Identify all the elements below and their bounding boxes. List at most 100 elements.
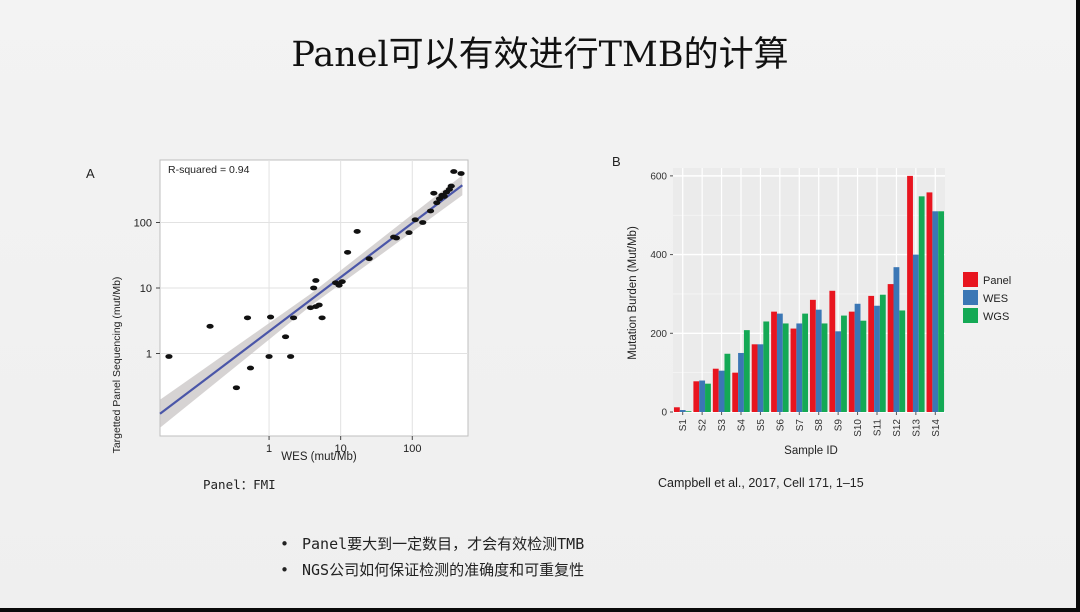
bar-panel-s2 [693, 381, 700, 412]
bar-x-tick-label: S5 [756, 419, 767, 432]
scatter-x-tick-label: 100 [403, 443, 421, 455]
bar-wgs-s6 [782, 323, 789, 412]
scatter-point [426, 208, 435, 214]
panel-label-b: B [612, 154, 621, 169]
scatter-point [344, 249, 352, 255]
bar-wgs-s9 [841, 315, 847, 412]
scatter-point [457, 171, 465, 176]
scatter-point [165, 354, 173, 359]
bar-panel-s11 [868, 295, 875, 412]
bar-wes-s2 [699, 380, 706, 412]
scatter-point [338, 279, 346, 285]
fit-line [159, 184, 463, 415]
scatter-point [405, 230, 413, 236]
legend-label-wes: WES [983, 293, 1008, 305]
bar-wgs-s11 [879, 294, 886, 412]
bar-wes-s9 [835, 331, 842, 412]
bar-x-tick-label: S1 [678, 419, 689, 432]
scatter-x-tick-label: 10 [335, 443, 347, 455]
bar-wgs-s2 [705, 383, 711, 412]
scatter-ylabel: Targetted Panel Sequencing (mut/Mb) [111, 277, 123, 454]
bar-x-tick-label: S10 [853, 419, 864, 437]
legend-swatch-wes [963, 290, 978, 305]
scatter-point [392, 235, 400, 241]
confidence-band [160, 175, 463, 428]
bar-panel-s8 [809, 299, 816, 412]
scatter-point [440, 194, 448, 199]
bar-wes-s14 [932, 211, 939, 412]
scatter-point [430, 190, 438, 196]
bar-panel-s14 [926, 192, 933, 412]
scatter-points [165, 169, 465, 391]
scatter-point [411, 217, 419, 223]
legend-label-wgs: WGS [983, 311, 1009, 323]
bar-x-tick-label: S9 [834, 419, 845, 432]
scatter-point [289, 315, 298, 321]
bar-wes-s11 [874, 305, 880, 412]
scatter-point [243, 315, 252, 321]
bar-x-tick-label: S6 [775, 419, 786, 432]
legend-swatch-wgs [963, 308, 978, 323]
bar-wes-s7 [796, 323, 803, 412]
bar-axes: 0 200 400 600 S1 S2 S3 S4 S5 S6 S7 S8 S9 S10 S11 S12 S13… [650, 171, 941, 436]
bar-panel-s7 [790, 328, 797, 412]
bar-y-tick-label: 400 [650, 250, 667, 261]
scatter-point [265, 354, 273, 359]
scatter-point [365, 256, 373, 262]
bar-y-tick-label: 0 [661, 408, 667, 419]
bar-panel-s9 [829, 290, 836, 412]
slide-title: Panel可以有效进行TMB的计算 [291, 35, 789, 75]
bar-wgs-s10 [860, 320, 867, 412]
bar-ylabel: Mutation Burden (Mut/Mb) [627, 226, 639, 360]
scatter-point [318, 315, 326, 321]
bar-x-tick-label: S4 [737, 419, 748, 432]
scatter-point [287, 354, 295, 359]
scatter-point [450, 169, 458, 174]
bar-x-tick-label: S12 [892, 419, 903, 437]
scatter-point [281, 334, 290, 340]
bar-x-tick-label: S7 [795, 419, 806, 432]
bar-wgs-s5 [763, 321, 770, 412]
bar-wes-s6 [776, 313, 783, 412]
bar-wes-s4 [738, 352, 744, 412]
scatter-point [353, 229, 361, 234]
bar-wgs-s12 [899, 310, 906, 412]
scatter-annotation: R-squared = 0.94 [168, 164, 250, 176]
scatter-point [433, 200, 441, 206]
bullet-item: • NGS公司如何保证检测的准确度和可重复性 [280, 557, 584, 583]
bullet-marker: • [280, 561, 290, 579]
bar-x-tick-label: S11 [873, 419, 884, 436]
scatter-point [312, 278, 320, 283]
scatter-point [310, 285, 318, 291]
scatter-y-tick-label: 1 [146, 348, 152, 360]
bar-wes-s5 [757, 344, 764, 412]
bar-x-tick-label: S13 [911, 419, 922, 437]
scatter-x-tick-label: 1 [266, 443, 272, 455]
bar-panel-s12 [887, 284, 894, 412]
bar-y-tick-label: 600 [650, 171, 667, 182]
bar-panel-s4 [732, 372, 739, 412]
bar-panel-s1 [673, 407, 680, 412]
bar-wes-s1 [679, 410, 686, 412]
scatter-point [315, 302, 323, 308]
bar-panel-s5 [751, 344, 758, 412]
legend-label-panel: Panel [983, 275, 1011, 287]
bar-series [673, 175, 945, 412]
bar-panel-s10 [848, 311, 855, 412]
caption-right: Campbell et al., 2017, Cell 171, 1–15 [658, 476, 864, 490]
scatter-xlabel: WES (mut/Mb) [281, 451, 357, 463]
bar-xlabel: Sample ID [784, 445, 838, 457]
scatter-point [266, 314, 275, 320]
scatter-chart: 1 10 100 1 10 100 R-squared = 0.94 WES (mut/M… [111, 159, 469, 463]
bar-x-tick-label: S3 [717, 419, 728, 432]
bar-y-tick-label: 200 [650, 329, 667, 340]
bar-wgs-s13 [918, 196, 925, 412]
scatter-point [447, 183, 455, 189]
bar-panel-s3 [712, 368, 719, 412]
legend-swatch-panel [963, 272, 978, 287]
scatter-y-tick-label: 100 [134, 218, 152, 230]
bullet-marker: • [280, 535, 290, 553]
bar-x-tick-label: S14 [931, 419, 942, 437]
bar-panel-s13 [907, 175, 913, 412]
bar-x-tick-label: S8 [814, 419, 825, 432]
